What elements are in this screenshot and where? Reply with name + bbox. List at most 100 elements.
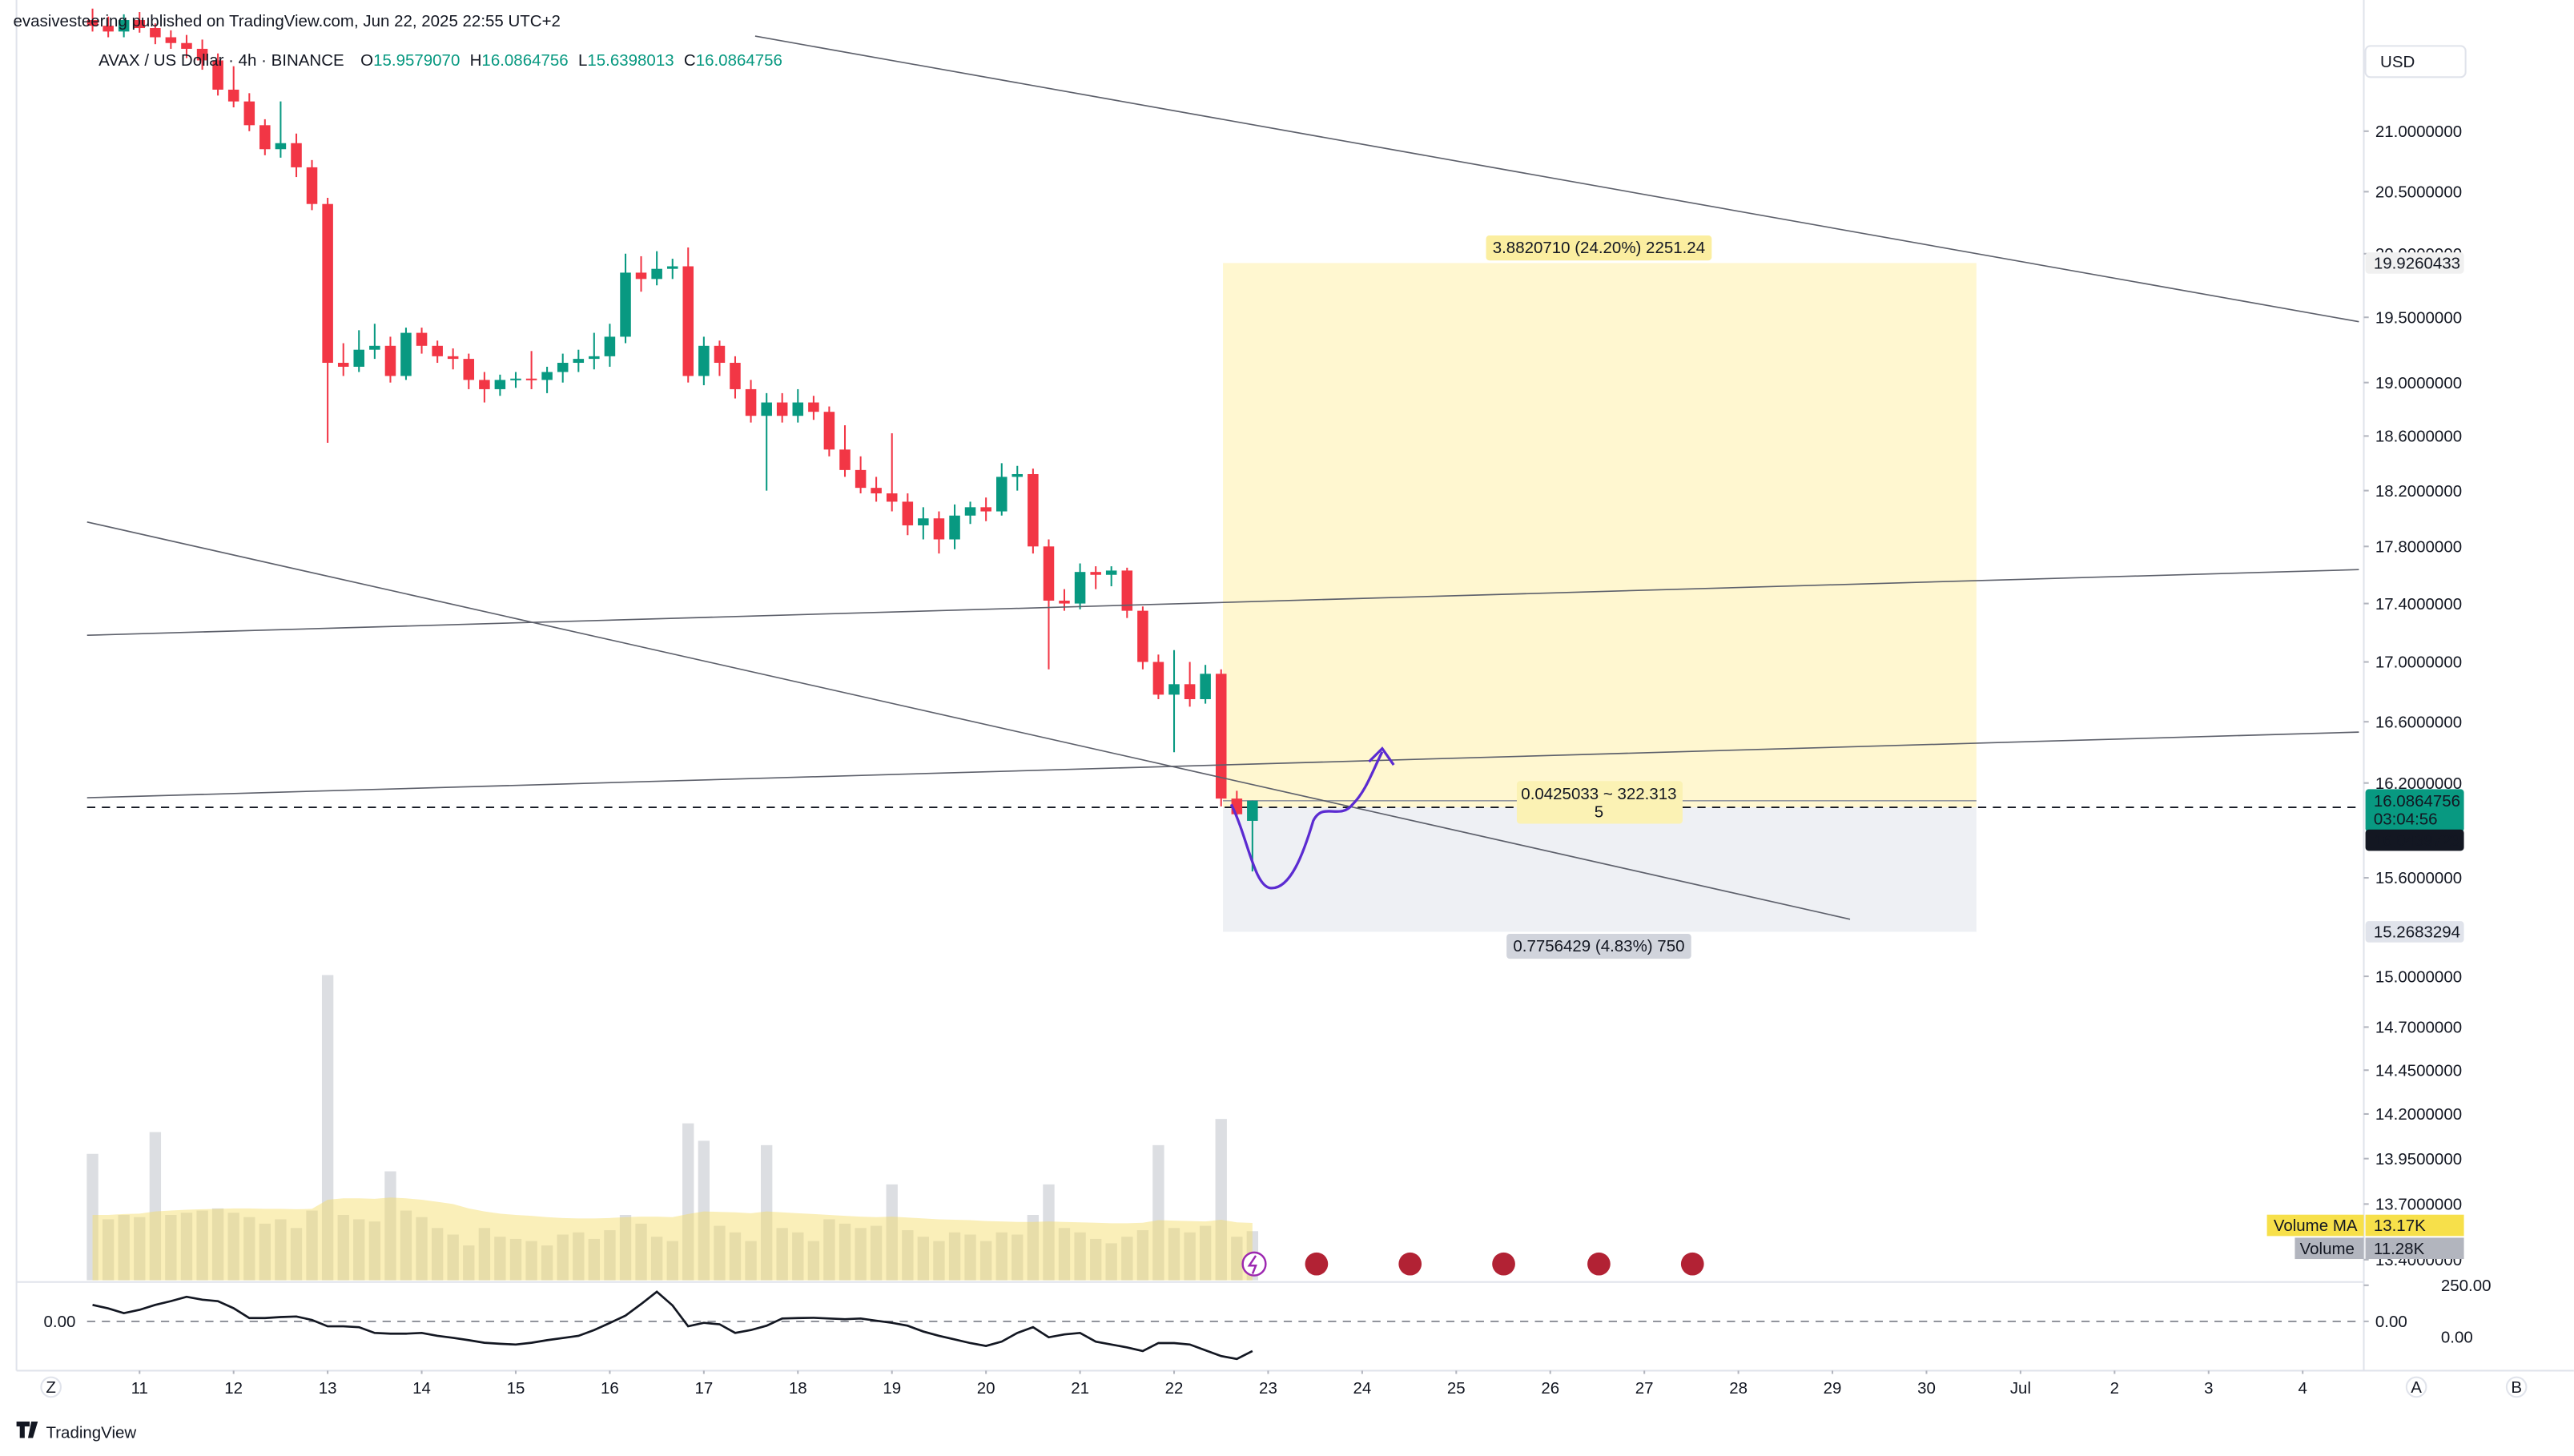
x-tick-label: 21	[1071, 1379, 1089, 1398]
candle-body	[86, 20, 99, 26]
volume-bar	[180, 1213, 193, 1281]
countdown: 03:04:56	[2374, 810, 2438, 828]
target-tag-bg	[2365, 252, 2464, 274]
currency[interactable]: USD	[2380, 53, 2415, 71]
volume-bar	[494, 1237, 506, 1281]
osc-right-tick-label: 250.00	[2441, 1277, 2492, 1295]
y-tick-label: 13.7000000	[2375, 1196, 2462, 1214]
volume-bar	[165, 1215, 177, 1281]
stop-tag-bg	[2365, 921, 2464, 943]
event-icon	[1587, 1252, 1611, 1276]
candle-body	[494, 380, 506, 389]
event-icon	[1247, 1255, 1257, 1274]
legend: AVAX / US Dollar · 4h · BINANCE O15.95790…	[99, 51, 782, 70]
volume-bar	[1121, 1237, 1133, 1281]
trend-line	[86, 569, 2359, 637]
candle-body	[243, 101, 255, 126]
axis-button[interactable]	[40, 1376, 62, 1398]
candle-body	[369, 345, 380, 350]
axis-button-label[interactable]: A	[2411, 1378, 2422, 1397]
volume-bar	[1136, 1230, 1149, 1281]
y-tick-label: 21.0000000	[2375, 123, 2462, 141]
volume-bar	[666, 1241, 678, 1281]
candle-body	[291, 143, 302, 167]
drawings	[86, 35, 2359, 920]
candle-body	[1215, 674, 1227, 799]
candle-body	[337, 363, 349, 367]
y-tick-label: 16.6000000	[2375, 713, 2462, 731]
volume-ma-name: Volume MA	[2274, 1217, 2358, 1235]
volume-bar	[714, 1225, 726, 1281]
axis-button-label[interactable]: Z	[46, 1378, 56, 1397]
candle-body	[1247, 800, 1258, 821]
y-tick-label: 14.2000000	[2375, 1105, 2462, 1124]
x-tick-label: 12	[224, 1379, 243, 1398]
entry-label: 0.0425033 ~ 322.313	[1521, 785, 1676, 803]
legend-key: C	[684, 51, 696, 70]
axis-button[interactable]	[2405, 1376, 2427, 1398]
volume-bar	[1199, 1225, 1212, 1281]
candle-body	[510, 378, 521, 380]
trend-line	[86, 521, 1851, 920]
trend-line	[86, 731, 2359, 798]
event-icon	[1680, 1252, 1704, 1276]
event-icon	[1398, 1252, 1422, 1276]
last-price-tag-bg	[2365, 789, 2464, 832]
volume-bar	[635, 1223, 647, 1281]
candle-body	[306, 167, 318, 204]
volume-value: 11.28K	[2374, 1240, 2425, 1258]
qty-label: 5	[1595, 802, 1603, 821]
header: evasivesteering published on TradingView…	[14, 12, 561, 30]
hand-drawn-path	[1229, 750, 1384, 890]
volume-bar	[337, 1215, 349, 1281]
x-tick-label: 28	[1729, 1379, 1748, 1398]
candle-body	[730, 363, 741, 389]
y-tick-label: 20.5000000	[2375, 183, 2462, 202]
candle-body	[886, 493, 898, 502]
x-tick-label: 24	[1353, 1379, 1371, 1398]
x-tick-label: 18	[789, 1379, 807, 1398]
candle-body	[682, 266, 694, 376]
candle-body	[714, 345, 726, 364]
volume-bar	[211, 1208, 224, 1281]
x-tick-label: 11	[131, 1379, 148, 1398]
volume-bar	[1105, 1243, 1117, 1281]
volume-bar	[839, 1223, 851, 1281]
candle-body	[541, 372, 553, 380]
candle-body	[808, 402, 819, 412]
axis-button[interactable]	[2505, 1376, 2528, 1398]
candle-body	[871, 488, 882, 494]
volume-bar	[948, 1232, 961, 1281]
y-tick-label: 19.0000000	[2375, 374, 2462, 392]
volume-ma-value-bg	[2365, 1214, 2464, 1237]
volume-ma-area	[92, 1197, 1253, 1281]
candle-body	[964, 507, 976, 516]
legend-key: L	[578, 51, 587, 70]
arrow-head	[1368, 746, 1395, 766]
event-icon	[1492, 1252, 1515, 1276]
volume-bar	[855, 1228, 867, 1281]
candle-body	[196, 48, 208, 61]
volume-bar	[823, 1219, 835, 1281]
volume-bar	[1043, 1184, 1055, 1281]
volume-bar	[902, 1230, 914, 1281]
candle-body	[792, 402, 804, 416]
volume-bar	[118, 1215, 130, 1281]
x-tick-label: 19	[883, 1379, 901, 1398]
volume-bar	[525, 1241, 537, 1281]
volume-bar	[761, 1144, 773, 1281]
volume-bar	[353, 1219, 365, 1281]
axis-button-label[interactable]: B	[2511, 1378, 2522, 1397]
currency-button[interactable]	[2364, 45, 2467, 78]
candle-body	[353, 349, 364, 367]
candle-body	[384, 345, 396, 376]
x-tick-label: 13	[319, 1379, 337, 1398]
volume-bar	[1012, 1234, 1024, 1281]
volume-bar	[275, 1219, 287, 1281]
candle-body	[432, 345, 443, 356]
volume-bar	[447, 1234, 459, 1281]
volume-bar	[698, 1140, 710, 1281]
osc-line	[92, 1290, 1253, 1361]
